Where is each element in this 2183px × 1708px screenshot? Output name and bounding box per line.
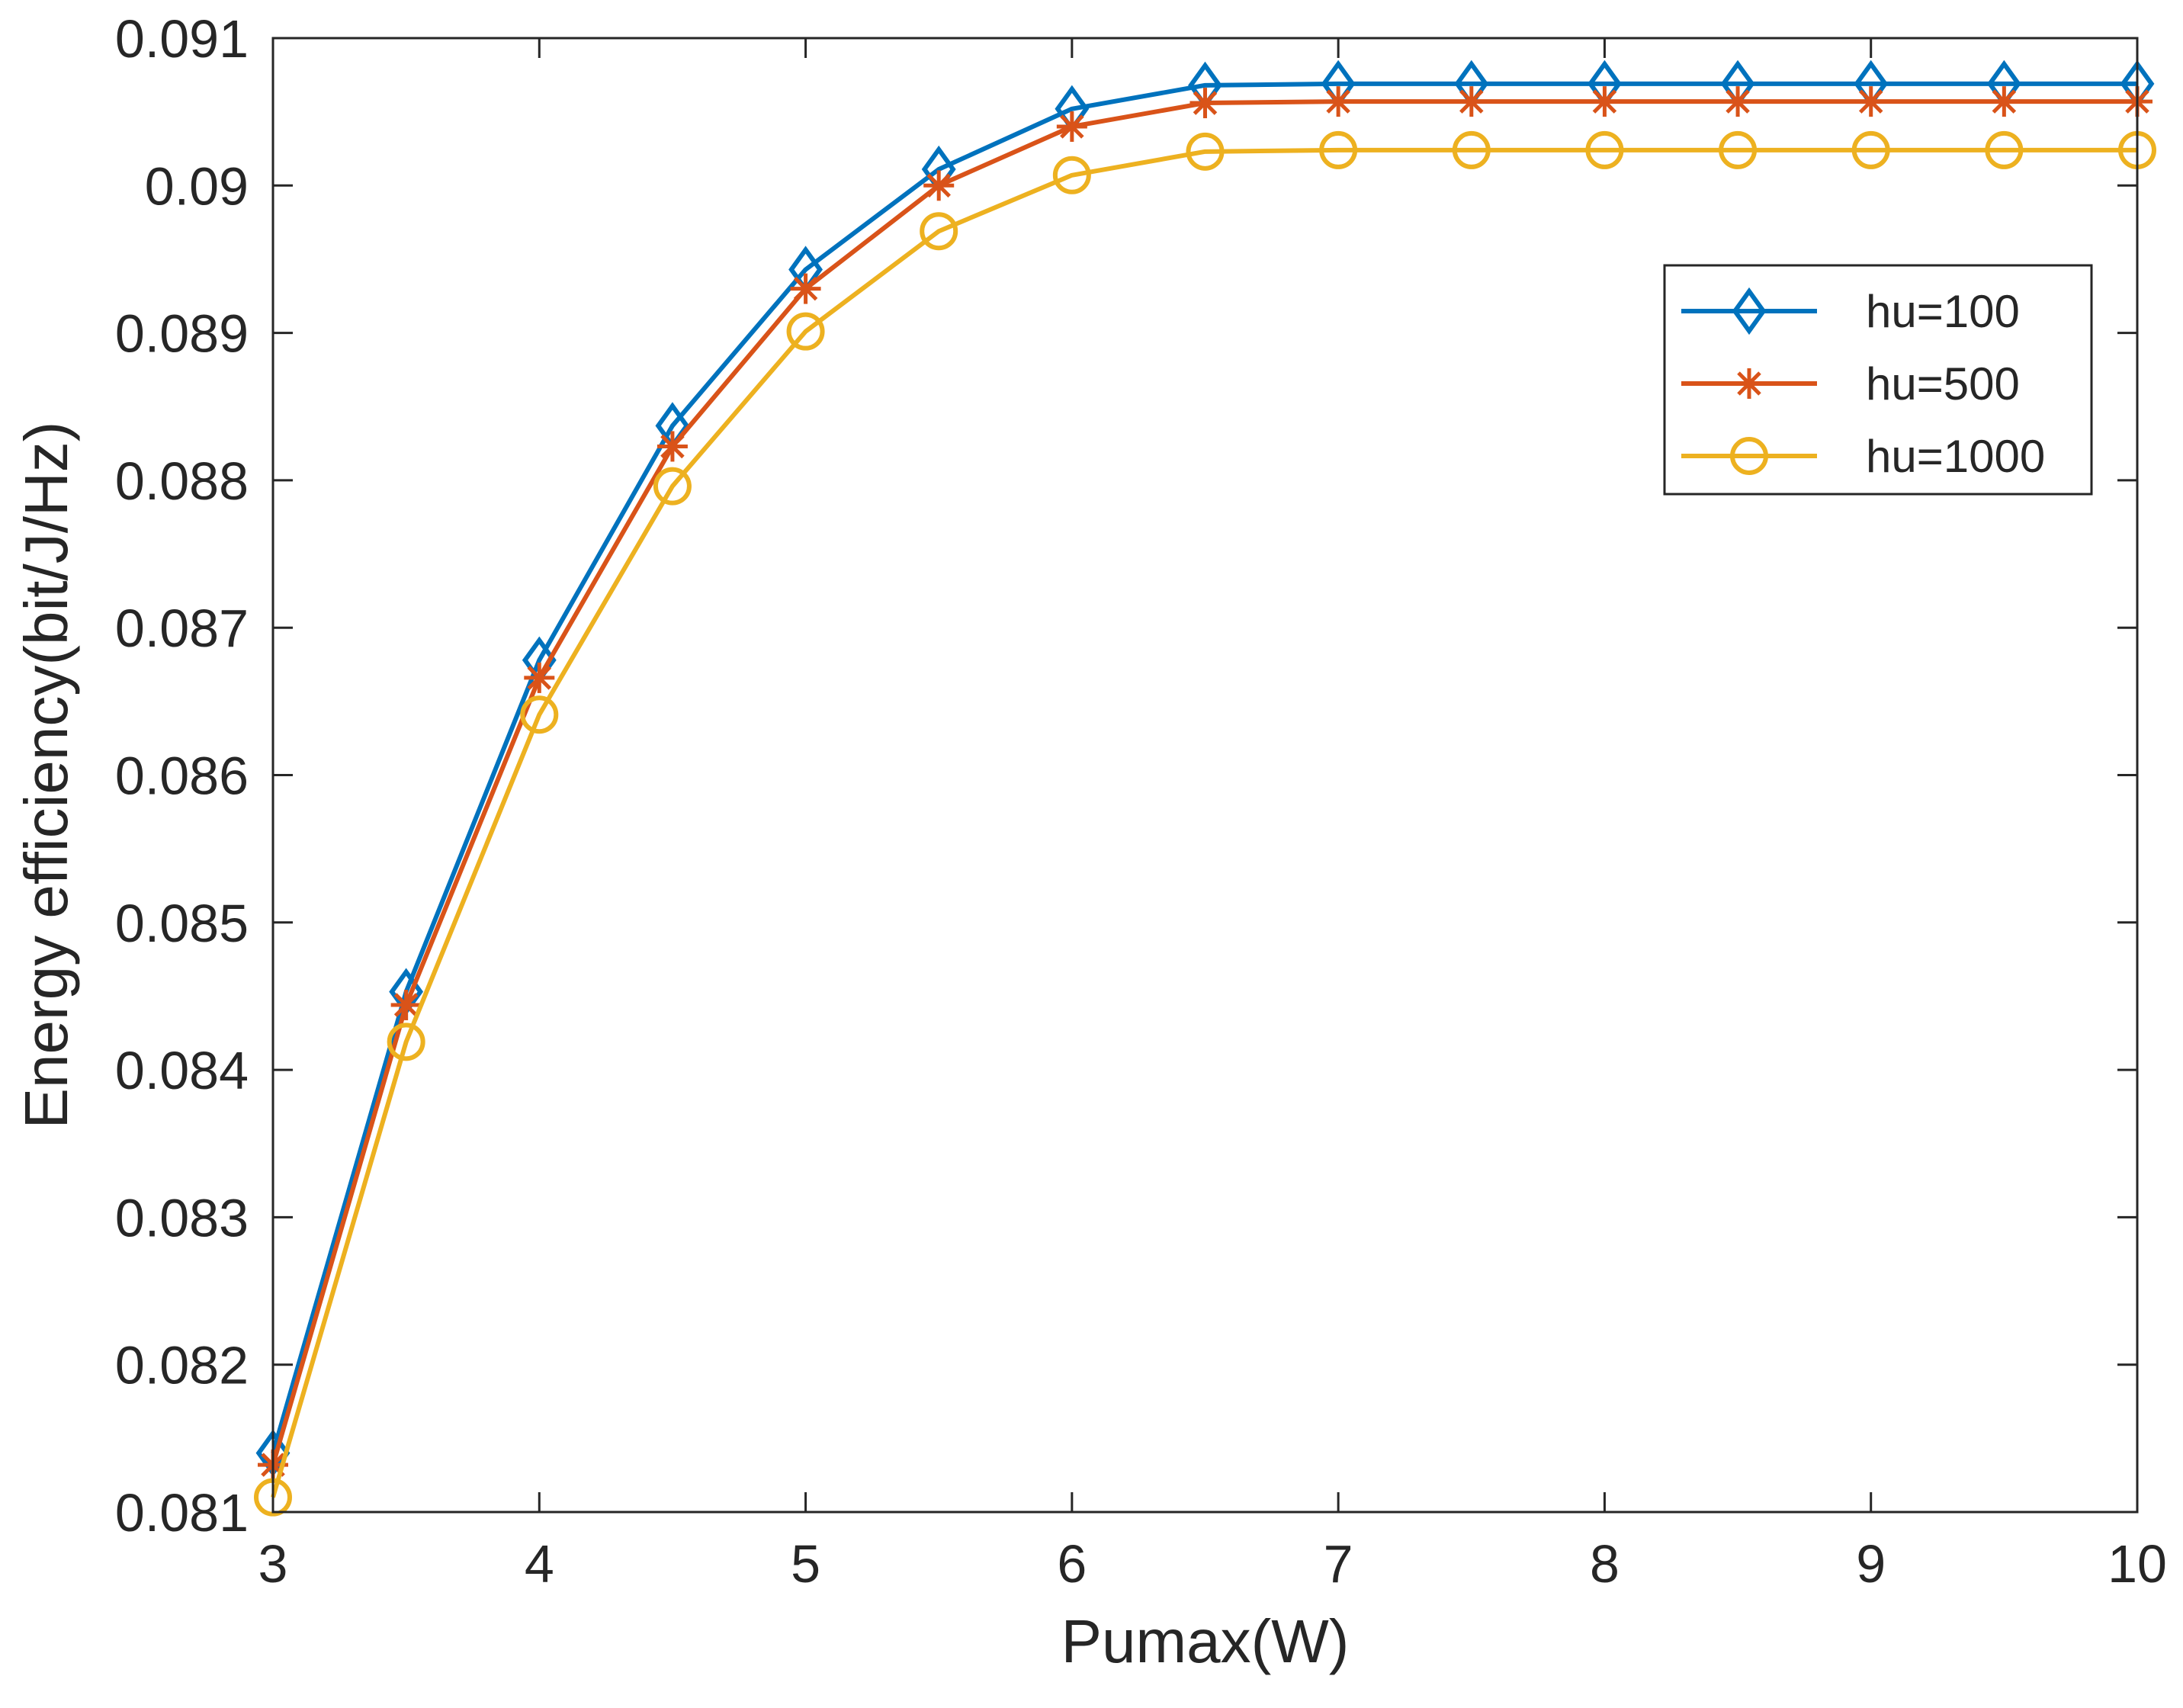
data-point-hu-500 <box>1456 86 1487 117</box>
legend-entry-hu-100: hu=100 <box>1681 286 2020 337</box>
x-tick-label: 8 <box>1590 1534 1620 1594</box>
plot-frame <box>271 37 2139 1514</box>
legend-marker-hu-1000 <box>1730 437 1768 475</box>
asterisk-stroke <box>527 666 552 690</box>
legend-marker-hu-100 <box>1732 287 1767 336</box>
legend-entry-hu-1000: hu=1000 <box>1681 431 2045 482</box>
data-point-hu-500 <box>524 662 555 693</box>
data-point-hu-1000 <box>1452 130 1491 169</box>
data-point-hu-1000 <box>1186 132 1225 171</box>
data-point-hu-1000 <box>387 1023 425 1061</box>
data-point-hu-1000 <box>653 467 692 506</box>
x-tick-label: 7 <box>1324 1534 1353 1594</box>
x-tick-label: 9 <box>1856 1534 1886 1594</box>
data-point-hu-500 <box>1189 88 1221 119</box>
legend-label-hu-100: hu=100 <box>1866 286 2020 337</box>
asterisk-stroke <box>393 993 419 1017</box>
asterisk-stroke <box>1992 89 2017 114</box>
asterisk-stroke <box>1737 371 1761 396</box>
y-axis-label: Energy efficiency(bit/J/Hz) <box>12 422 80 1129</box>
plot-area <box>273 38 2137 1512</box>
data-point-hu-1000 <box>1985 130 2024 169</box>
y-tick-label: 0.089 <box>115 304 249 364</box>
legend-label-hu-500: hu=500 <box>1866 358 2020 409</box>
asterisk-stroke <box>660 434 685 459</box>
data-point-hu-1000 <box>1319 130 1358 169</box>
asterisk-stroke <box>1858 89 1883 114</box>
asterisk-stroke <box>1459 89 1484 114</box>
y-tick-label: 0.087 <box>115 599 249 658</box>
data-point-hu-1000 <box>786 312 825 351</box>
data-point-hu-1000 <box>1052 156 1091 194</box>
data-point-hu-500 <box>390 990 422 1021</box>
asterisk-stroke <box>1060 114 1084 139</box>
y-tick-label: 0.084 <box>115 1041 249 1100</box>
y-tick-label: 0.082 <box>115 1336 249 1395</box>
data-point-hu-500 <box>1989 86 2020 117</box>
y-tick-label: 0.091 <box>115 9 249 69</box>
data-point-hu-500 <box>923 170 955 201</box>
y-tick-label: 0.09 <box>145 156 249 216</box>
y-tick-label: 0.083 <box>115 1188 249 1247</box>
series-line-hu-1000 <box>271 147 2137 1498</box>
asterisk-stroke <box>926 173 951 198</box>
asterisk-stroke <box>1726 89 1750 114</box>
y-tick-label: 0.088 <box>115 451 249 511</box>
y-tick-label: 0.086 <box>115 746 249 806</box>
data-point-hu-1000 <box>1719 130 1758 169</box>
x-axis-label: Pumax(W) <box>1061 1607 1350 1675</box>
data-point-hu-500 <box>1323 86 1354 117</box>
y-tick-label: 0.085 <box>115 894 249 953</box>
data-point-hu-1000 <box>520 695 559 734</box>
x-tick-label: 3 <box>258 1534 288 1594</box>
asterisk-stroke <box>793 276 818 301</box>
asterisk-stroke <box>1592 89 1617 114</box>
data-point-hu-500 <box>1855 86 1886 117</box>
x-tick-label: 4 <box>525 1534 554 1594</box>
x-tick-label: 10 <box>2108 1534 2167 1594</box>
series-hu-500 <box>258 86 2153 1481</box>
asterisk-stroke <box>1193 91 1218 115</box>
y-tick-label: 0.081 <box>115 1483 249 1543</box>
data-point-hu-1000 <box>1585 130 1624 169</box>
legend-label-hu-1000: hu=1000 <box>1866 431 2045 482</box>
data-point-hu-1000 <box>920 212 958 251</box>
data-point-hu-500 <box>1589 86 1620 117</box>
series-line-hu-100 <box>271 81 2137 1454</box>
x-tick-label: 5 <box>791 1534 820 1594</box>
x-tick-label: 6 <box>1057 1534 1087 1594</box>
legend-entry-hu-500: hu=500 <box>1681 358 2020 409</box>
data-point-hu-500 <box>657 431 688 462</box>
data-point-hu-500 <box>1722 86 1754 117</box>
data-point-hu-500 <box>790 273 821 304</box>
data-point-hu-500 <box>1056 111 1087 142</box>
legend-marker-hu-500 <box>1734 368 1764 399</box>
data-point-hu-1000 <box>1851 130 1890 169</box>
asterisk-stroke <box>1326 89 1350 114</box>
